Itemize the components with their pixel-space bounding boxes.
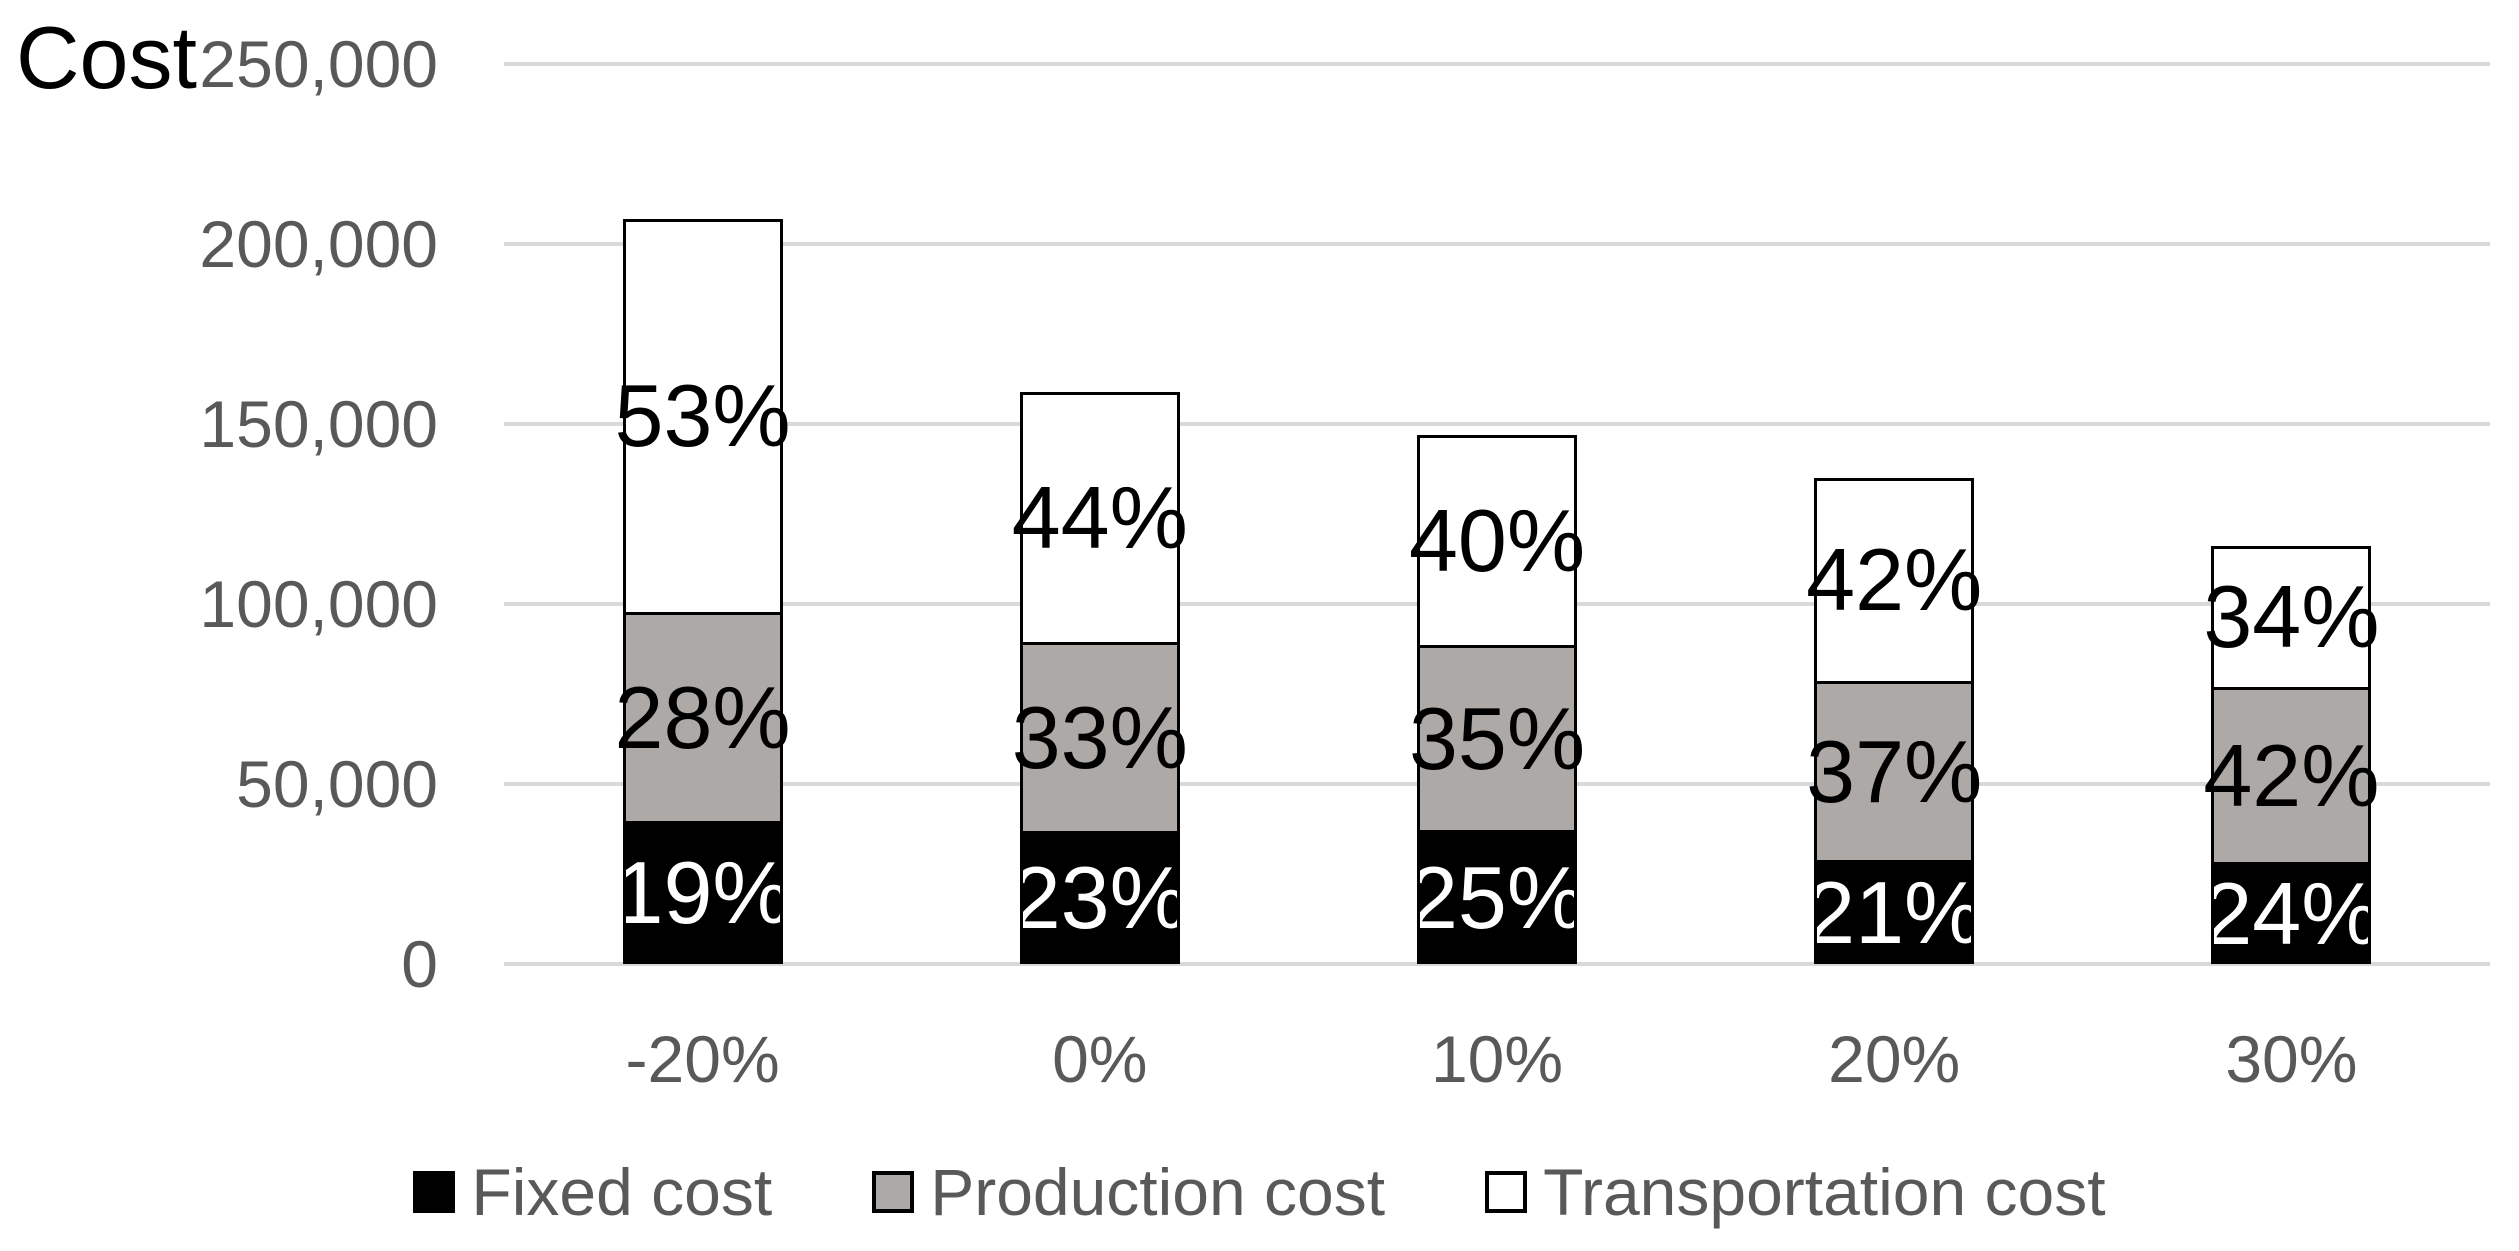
- x-tick-label: 30%: [2225, 1022, 2358, 1096]
- y-tick-label: 100,000: [199, 567, 438, 641]
- gridline: [504, 422, 2490, 426]
- x-tick-label: 0%: [1052, 1022, 1148, 1096]
- bar-segment-label: 19%: [614, 843, 791, 943]
- bar-segment-label: 34%: [2203, 567, 2380, 667]
- bar-segment-label: 24%: [2203, 863, 2380, 963]
- bar-segment-fixed-cost: [1019, 832, 1180, 964]
- y-tick-label: 150,000: [199, 387, 438, 461]
- x-tick-label: 10%: [1430, 1022, 1564, 1096]
- bar-segment-transportation-cost: [1019, 391, 1180, 644]
- x-tick-label: 20%: [1828, 1022, 1961, 1096]
- y-tick-label: 250,000: [199, 27, 438, 101]
- bar-outline: [1814, 478, 1975, 964]
- legend-item: Transportation cost: [1485, 1155, 2106, 1229]
- bar-segment-transportation-cost: [2211, 546, 2372, 689]
- bar-segment-production-cost: [1417, 646, 1577, 832]
- bar-segment-production-cost: [1814, 682, 1975, 862]
- bar-segment-transportation-cost: [622, 218, 783, 614]
- bar-segment-label: 33%: [1011, 687, 1188, 787]
- segment-divider: [1814, 680, 1975, 684]
- bar-segment-label: 25%: [1408, 847, 1586, 947]
- bar-segment-fixed-cost: [1814, 861, 1975, 964]
- bar-segment-production-cost: [1019, 643, 1180, 833]
- segment-divider: [1417, 644, 1577, 648]
- bar-outline: [1417, 434, 1577, 964]
- bar-segment-fixed-cost: [1417, 831, 1577, 964]
- bar-segment-label: 42%: [1806, 530, 1983, 630]
- bar-segment-fixed-cost: [622, 822, 783, 964]
- bar-outline: [1019, 391, 1180, 964]
- bar-segment-label: 40%: [1408, 490, 1586, 590]
- x-tick-label: -20%: [625, 1022, 780, 1096]
- bar-outline: [622, 218, 783, 964]
- legend-item: Production cost: [872, 1159, 1385, 1225]
- bar-segment-label: 53%: [614, 366, 791, 466]
- y-tick-label: 50,000: [236, 747, 438, 821]
- segment-divider: [1417, 830, 1577, 834]
- bar-segment-label: 44%: [1011, 467, 1188, 567]
- gridline: [504, 962, 2490, 966]
- segment-divider: [1019, 641, 1180, 645]
- bar-segment-label: 35%: [1408, 689, 1586, 789]
- legend: Fixed cost Production cost Transportation …: [0, 1152, 2519, 1232]
- bar-segment-label: 21%: [1806, 862, 1983, 962]
- legend-item: Fixed cost: [413, 1159, 772, 1225]
- bar-segment-label: 23%: [1011, 848, 1188, 948]
- legend-label: Production cost: [930, 1155, 1386, 1229]
- legend-swatch-transportation-cost: [1485, 1171, 1528, 1213]
- y-axis-title: Cost: [16, 8, 197, 107]
- gridline: [504, 242, 2490, 246]
- bar-outline: [2211, 546, 2372, 964]
- segment-divider: [1019, 830, 1180, 834]
- bar-segment-label: 37%: [1806, 722, 1983, 822]
- bar-segment-transportation-cost: [1814, 478, 1975, 683]
- y-tick-label: 200,000: [199, 207, 438, 281]
- segment-divider: [622, 612, 783, 616]
- y-tick-label: 0: [401, 927, 438, 1001]
- bar-segment-production-cost: [622, 613, 783, 823]
- segment-divider: [2211, 862, 2372, 866]
- legend-swatch-production-cost: [872, 1171, 915, 1213]
- legend-swatch-fixed-cost: [413, 1171, 456, 1213]
- bar-segment-fixed-cost: [2211, 863, 2372, 964]
- bar-segment-transportation-cost: [1417, 434, 1577, 647]
- bar-segment-production-cost: [2211, 688, 2372, 864]
- gridline: [504, 62, 2490, 66]
- legend-label: Transportation cost: [1543, 1155, 2106, 1229]
- segment-divider: [2211, 686, 2372, 690]
- segment-divider: [622, 820, 783, 824]
- bar-segment-label: 42%: [2203, 726, 2380, 826]
- bar-segment-label: 28%: [614, 668, 791, 768]
- segment-divider: [1814, 860, 1975, 864]
- legend-label: Fixed cost: [471, 1155, 773, 1229]
